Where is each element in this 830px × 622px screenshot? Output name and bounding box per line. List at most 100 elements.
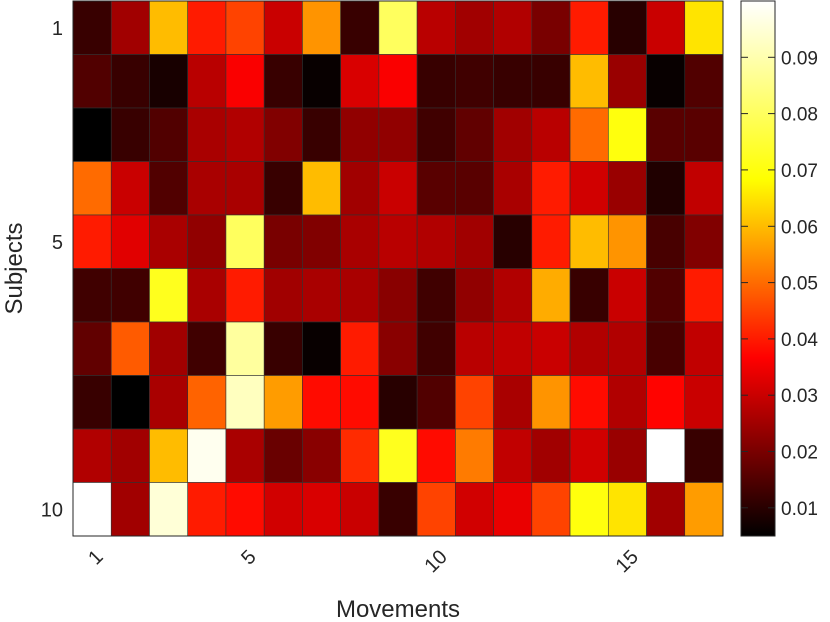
heatmap-cell [684,482,724,537]
heatmap-cell [455,268,494,323]
heatmap-cell [646,107,686,162]
heatmap-cell [569,482,609,537]
heatmap-cell [684,375,724,430]
heatmap-cell [225,428,265,483]
heatmap-cell [684,54,724,109]
colorbar [740,0,776,537]
heatmap-cell [493,54,533,109]
y-axis-label: Subjects [1,222,28,314]
heatmap-cell [531,482,571,537]
heatmap-cell [340,268,380,323]
heatmap-cell [110,321,150,376]
heatmap-cell [684,0,724,55]
heatmap-cell [416,321,456,376]
heatmap-cell [187,482,227,537]
heatmap-cell [607,214,647,269]
heatmap-cell [225,161,265,216]
colorbar-tick-label: 0.01 [781,499,818,520]
heatmap-cell [455,214,494,269]
heatmap-cell [340,214,380,269]
heatmap-cell [378,161,418,216]
heatmap-cell [149,482,189,537]
heatmap-cell [378,482,418,537]
heatmap-cell [569,375,609,430]
heatmap-cell [263,161,303,216]
heatmap-cell [455,0,494,55]
heatmap-cell [493,214,533,269]
heatmap-cell [187,268,227,323]
heatmap-cell [531,268,571,323]
heatmap-cell [302,0,341,55]
heatmap-cell [493,107,533,162]
x-tick-label: 1 [84,546,107,569]
heatmap-cell [187,0,227,55]
heatmap-cell [378,0,418,55]
colorbar-tick-label: 0.04 [781,330,818,351]
heatmap-cell [302,321,341,376]
heatmap-cell [531,161,571,216]
heatmap-cell [149,428,189,483]
heatmap-cell [607,161,647,216]
heatmap-cell [225,321,265,376]
heatmap-cell [149,107,189,162]
x-tick-label: 15 [612,546,643,577]
colorbar-tick-label: 0.07 [781,161,818,182]
colorbar-tick-label: 0.05 [781,274,818,295]
heatmap-cell [149,321,189,376]
heatmap-cell [646,375,686,430]
heatmap-cell [340,107,380,162]
heatmap-cell [225,54,265,109]
heatmap-cell [225,107,265,162]
heatmap-cell [263,428,303,483]
heatmap-cell [340,375,380,430]
heatmap-cell [493,321,533,376]
heatmap-cell [646,54,686,109]
y-tick-label: 5 [52,232,63,254]
heatmap-cell [493,268,533,323]
heatmap-cell [646,321,686,376]
heatmap-cell [110,0,150,55]
heatmap-cell [684,161,724,216]
plot-frame [72,0,724,537]
heatmap-cell [340,54,380,109]
heatmap-cell [149,0,189,55]
heatmap-cell [455,321,494,376]
heatmap-cell [302,268,341,323]
heatmap-cell [263,0,303,55]
heatmap-cell [455,161,494,216]
heatmap-cell [263,268,303,323]
heatmap-cell [263,321,303,376]
heatmap-cell [416,54,456,109]
heatmap-cell [493,428,533,483]
heatmap-cell [72,268,112,323]
heatmap-cell [263,214,303,269]
heatmap-cell [110,214,150,269]
heatmap-cell [110,482,150,537]
heatmap-cell [187,375,227,430]
heatmap-cell [378,428,418,483]
heatmap-cell [72,214,112,269]
heatmap-cell [263,375,303,430]
heatmap-cell [531,321,571,376]
heatmap-cell [340,161,380,216]
heatmap-cell [110,375,150,430]
heatmap-cell [72,107,112,162]
y-tick-label: 10 [41,499,63,521]
heatmap-cell [531,107,571,162]
heatmap-cell [455,54,494,109]
heatmap-cell [110,268,150,323]
heatmap-cell [187,428,227,483]
heatmap-cell [607,107,647,162]
heatmap-cell [225,375,265,430]
x-tick-label: 5 [237,546,260,569]
heatmap-cell [607,428,647,483]
heatmap-cell [149,375,189,430]
heatmap-cell [225,0,265,55]
heatmap-cell [110,428,150,483]
heatmap-cell [531,0,571,55]
heatmap-cell [225,268,265,323]
heatmap-cell [302,54,341,109]
heatmap-cell [684,321,724,376]
heatmap-cell [607,321,647,376]
heatmap-cell [72,161,112,216]
